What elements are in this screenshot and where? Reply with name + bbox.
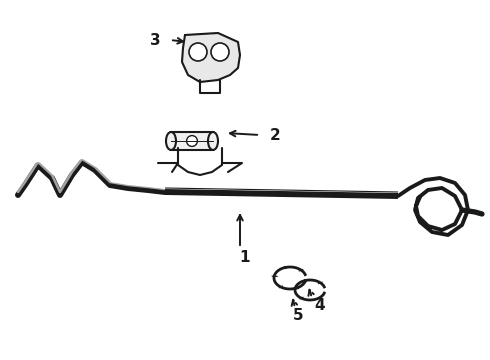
Ellipse shape bbox=[208, 132, 218, 150]
Polygon shape bbox=[182, 33, 240, 82]
Text: 3: 3 bbox=[149, 32, 160, 48]
Text: 2: 2 bbox=[270, 127, 280, 143]
Circle shape bbox=[211, 43, 229, 61]
Text: 1: 1 bbox=[240, 251, 250, 266]
Bar bbox=[171, 132, 213, 150]
Circle shape bbox=[189, 43, 207, 61]
Text: 4: 4 bbox=[315, 297, 325, 312]
Ellipse shape bbox=[166, 132, 176, 150]
Text: 5: 5 bbox=[293, 307, 303, 323]
Circle shape bbox=[187, 136, 197, 147]
